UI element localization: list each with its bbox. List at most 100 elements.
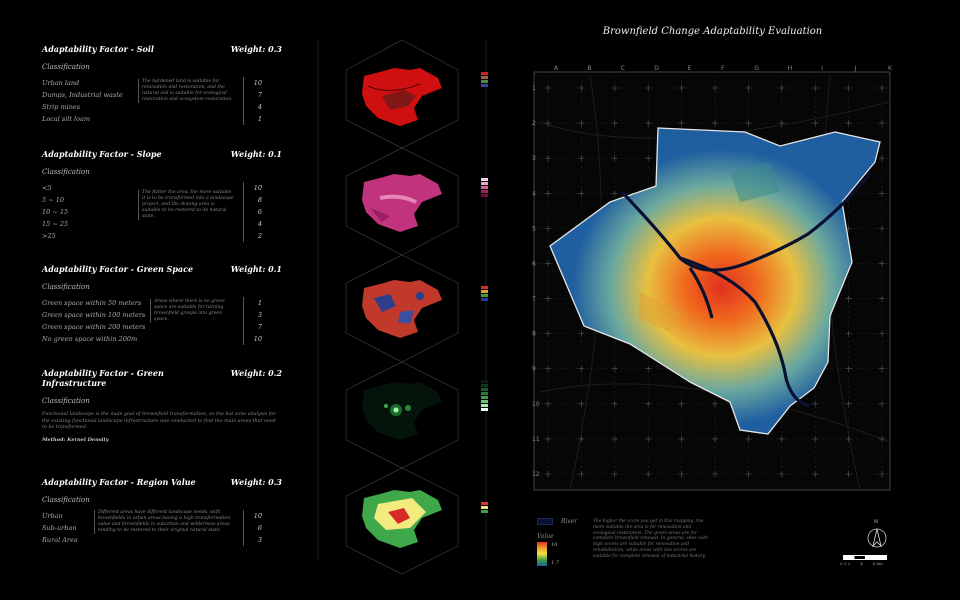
grid-cross xyxy=(745,85,752,91)
grid-cross xyxy=(879,260,885,267)
grid-cross xyxy=(545,330,551,337)
region-value-thumbnail-map xyxy=(362,490,442,548)
score-value: 8 xyxy=(257,196,262,204)
category-label: Green space within 50 meters xyxy=(42,299,142,307)
grid-cross xyxy=(712,400,718,407)
grid-cross xyxy=(845,330,852,337)
grid-column-label: K xyxy=(888,65,893,72)
factor-green-space-panel: Adaptability Factor - Green Space Weight:… xyxy=(42,264,282,345)
grid-cross xyxy=(645,471,652,477)
classification-label: Classification xyxy=(42,397,90,405)
river-legend-item: River xyxy=(537,518,577,525)
grid-cross xyxy=(611,365,618,372)
score-value: 6 xyxy=(257,524,262,532)
grid-cross xyxy=(578,435,585,442)
grid-cross xyxy=(545,435,551,442)
grid-cross xyxy=(611,190,618,197)
green-space-mini-legend xyxy=(481,286,489,302)
grid-cross xyxy=(578,400,585,407)
river-label: River xyxy=(561,518,578,525)
grid-column-label: F xyxy=(721,65,725,72)
grid-cross xyxy=(812,471,819,477)
grid-cross xyxy=(545,85,551,91)
factor-title: Adaptability Factor - Slope xyxy=(42,149,162,159)
grid-cross xyxy=(578,330,585,337)
grid-cross xyxy=(678,400,685,407)
map-title: Brownfield Change Adaptability Evaluatio… xyxy=(602,26,823,37)
grid-cross xyxy=(545,295,551,302)
grid-cross xyxy=(879,365,885,372)
score-value: 3 xyxy=(257,311,262,319)
value-legend-label: Value xyxy=(537,533,554,540)
grid-row-label: 11 xyxy=(532,436,540,443)
grid-cross xyxy=(578,471,585,477)
grid-cross xyxy=(712,85,718,91)
factor-table: Urban land Dumps, Industrial waste Strip… xyxy=(42,77,282,125)
factor-description: Areas where there is no green space are … xyxy=(150,299,236,323)
grid-cross xyxy=(578,120,585,127)
factor-title: Adaptability Factor - Soil xyxy=(42,44,154,54)
grid-cross xyxy=(778,435,785,442)
category-label: No green space within 200m xyxy=(42,335,138,343)
grid-cross xyxy=(812,400,819,407)
factor-table: Urban Sub-urban Rural Area Different are… xyxy=(42,510,282,546)
green-infrastructure-mini-legend xyxy=(481,380,489,412)
grid-cross xyxy=(879,435,885,442)
grid-cross xyxy=(812,85,819,91)
green-infrastructure-thumbnail-map xyxy=(362,382,442,440)
grid-cross xyxy=(879,190,885,197)
factor-soil-panel: Adaptability Factor - Soil Weight: 0.3 Cl… xyxy=(42,44,282,125)
grid-row-label: 12 xyxy=(532,471,540,478)
grid-column-label: D xyxy=(654,65,659,72)
grid-cross xyxy=(879,471,885,477)
grid-cross xyxy=(611,471,618,477)
grid-cross xyxy=(578,155,585,162)
grid-cross xyxy=(845,471,852,477)
map-legend: River Value 10 1.7 xyxy=(537,518,577,566)
grid-column-label: E xyxy=(688,65,692,72)
factor-description: Functional landscape is the main goal of… xyxy=(42,412,276,430)
classification-label: Classification xyxy=(42,168,90,176)
factor-weight: Weight: 0.1 xyxy=(230,264,282,274)
grid-cross xyxy=(778,471,785,477)
scale-labels: 0 1 2 4 8 km xyxy=(840,561,910,566)
score-value: 3 xyxy=(257,536,262,544)
score-value: 6 xyxy=(257,208,262,216)
classification-label: Classification xyxy=(42,496,90,504)
grid-column-label: C xyxy=(621,65,625,72)
category-label: >25 xyxy=(42,232,56,240)
scale-bar xyxy=(843,555,887,560)
grid-cross xyxy=(879,295,885,302)
classification-label: Classification xyxy=(42,63,90,71)
grid-cross xyxy=(578,190,585,197)
factor-title: Adaptability Factor - Green Space xyxy=(42,264,194,274)
slope-thumbnail-map xyxy=(362,174,442,232)
score-value: 7 xyxy=(257,323,262,331)
grid-cross xyxy=(778,120,785,127)
grid-cross xyxy=(678,471,685,477)
grid-cross xyxy=(611,120,618,127)
value-low-label: 1.7 xyxy=(551,560,559,566)
grid-column-label: I xyxy=(821,65,823,72)
score-value: 7 xyxy=(257,91,262,99)
category-label: Sub-urban xyxy=(42,524,77,532)
grid-cross xyxy=(812,435,819,442)
grid-cross xyxy=(545,120,551,127)
classification-label: Classification xyxy=(42,283,90,291)
grid-cross xyxy=(712,471,718,477)
scale-label: 8 km xyxy=(872,561,883,566)
factor-weight: Weight: 0.3 xyxy=(230,477,282,487)
grid-row-label: 4 xyxy=(532,190,536,197)
grid-cross xyxy=(678,120,685,127)
grid-row-label: 9 xyxy=(532,366,536,373)
grid-cross xyxy=(611,435,618,442)
method-label: Method: Kernel Density xyxy=(42,436,109,443)
category-label: 15 ~ 25 xyxy=(42,220,69,228)
score-value: 10 xyxy=(253,512,262,520)
grid-cross xyxy=(712,435,718,442)
grid-cross xyxy=(578,85,585,91)
category-label: 5 ~ 10 xyxy=(42,196,64,204)
grid-cross xyxy=(678,85,685,91)
grid-cross xyxy=(545,365,551,372)
